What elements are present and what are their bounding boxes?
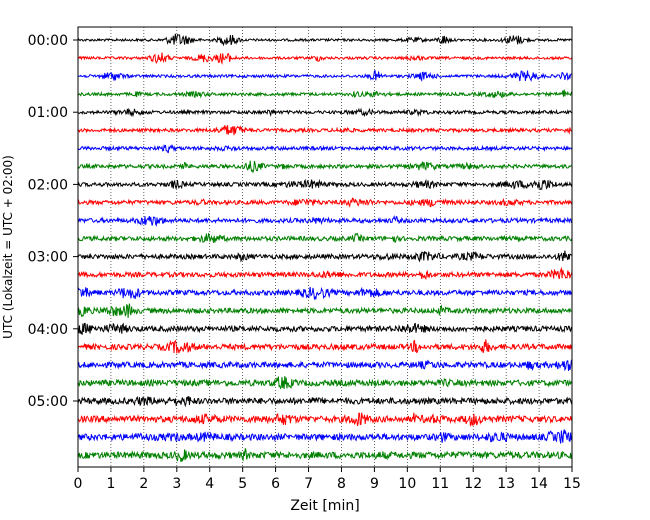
- trace-8: [77, 178, 573, 191]
- trace-12: [77, 250, 573, 263]
- x-tick-label-1: 1: [106, 476, 115, 492]
- x-tick-label-5: 5: [238, 476, 247, 492]
- x-tick-label-15: 15: [563, 476, 581, 492]
- trace-22: [77, 429, 573, 444]
- trace-0: [77, 33, 573, 47]
- trace-9: [77, 197, 573, 208]
- trace-13: [77, 266, 573, 280]
- trace-17: [77, 339, 573, 354]
- x-tick-label-11: 11: [431, 476, 449, 492]
- trace-21: [77, 412, 573, 427]
- y-tick-label-4: 04:00: [28, 322, 68, 338]
- y-tick-label-2: 02:00: [28, 177, 68, 193]
- trace-4: [77, 107, 573, 118]
- x-tick-label-0: 0: [74, 476, 83, 492]
- trace-14: [77, 286, 573, 301]
- y-tick-label-3: 03:00: [28, 250, 68, 266]
- x-tick-label-3: 3: [172, 476, 181, 492]
- x-tick-label-14: 14: [530, 476, 548, 492]
- x-tick-label-12: 12: [464, 476, 482, 492]
- trace-23: [77, 448, 573, 462]
- x-tick-label-9: 9: [370, 476, 379, 492]
- trace-15: [77, 303, 573, 319]
- x-tick-label-2: 2: [139, 476, 148, 492]
- trace-2: [77, 69, 573, 82]
- plot-frame: [77, 26, 573, 468]
- x-tick-label-7: 7: [304, 476, 313, 492]
- trace-3: [77, 89, 573, 99]
- y-tick-label-5: 05:00: [28, 394, 68, 410]
- x-tick-label-4: 4: [205, 476, 214, 492]
- x-tick-label-13: 13: [497, 476, 515, 492]
- seismic-traces: [77, 33, 573, 462]
- y-tick-label-1: 01:00: [28, 105, 68, 121]
- x-axis-label: Zeit [min]: [290, 498, 359, 514]
- trace-6: [77, 143, 573, 154]
- x-tick-label-6: 6: [271, 476, 280, 492]
- trace-10: [77, 215, 573, 228]
- trace-18: [77, 359, 573, 372]
- trace-11: [77, 232, 573, 244]
- trace-20: [77, 395, 573, 408]
- y-axis: 00:00 01:00 02:00 03:00 04:00 05:00: [28, 33, 78, 410]
- x-axis: 0 1 2 3 4 5 6 7 8 9 10 11 12 13 14 15: [74, 467, 581, 492]
- trace-19: [77, 376, 573, 390]
- trace-1: [77, 52, 573, 65]
- trace-5: [77, 125, 573, 136]
- trace-16: [77, 322, 573, 336]
- x-tick-label-8: 8: [337, 476, 346, 492]
- grid-lines: [110, 27, 540, 467]
- y-axis-label: UTC (Lokalzeit = UTC + 02:00): [1, 155, 15, 339]
- y-tick-label-0: 00:00: [28, 33, 68, 49]
- trace-7: [77, 160, 573, 174]
- x-tick-label-10: 10: [398, 476, 416, 492]
